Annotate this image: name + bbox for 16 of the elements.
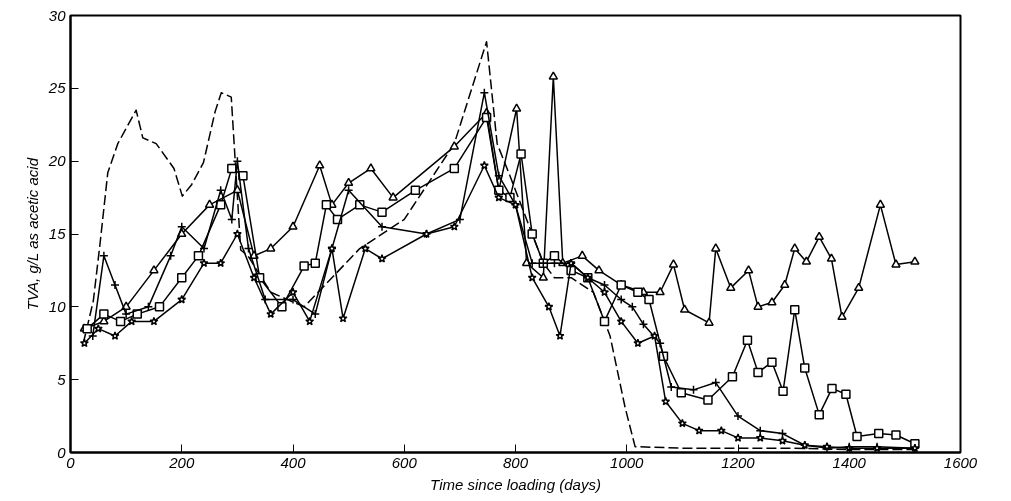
x-tick-label: 200	[168, 453, 195, 471]
x-tick-label: 1400	[832, 453, 867, 471]
y-tick-label: 15	[48, 225, 67, 242]
x-tick-label: 800	[502, 453, 529, 471]
x-tick-label: 1200	[721, 453, 756, 471]
x-axis-title: Time since loading (days)	[430, 475, 601, 493]
y-tick-label: 10	[48, 297, 67, 315]
y-tick-label: 20	[47, 152, 67, 170]
x-tick-label: 400	[280, 453, 307, 471]
y-tick-label: 30	[48, 6, 67, 24]
x-tick-label: 600	[391, 453, 418, 471]
x-tick-label: 1000	[610, 453, 645, 471]
x-tick-label: 1600	[943, 453, 978, 471]
y-tick-label: 5	[57, 370, 67, 388]
y-axis-title: TVA, g/L as acetic acid	[23, 157, 41, 311]
y-tick-label: 25	[47, 79, 67, 97]
